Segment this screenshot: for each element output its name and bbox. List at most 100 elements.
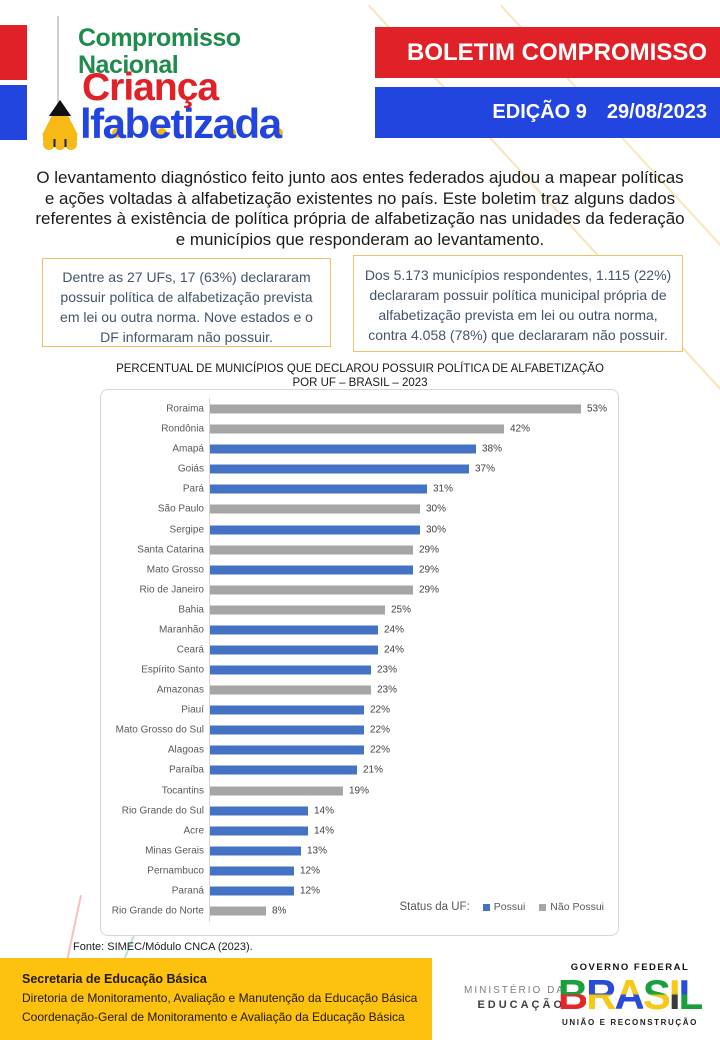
category-label: Rondônia: [161, 423, 204, 435]
chart-rows: Roraima 53% Rondônia 42% Amapá 38% Goiás 37% Par…: [101, 399, 618, 921]
chart-row: Espírito Santo 23%: [101, 660, 618, 680]
chart-row: Rio de Janeiro 29%: [101, 580, 618, 600]
bulletin-title: BOLETIM COMPROMISSO: [407, 38, 707, 66]
value-label: 29%: [419, 584, 440, 596]
category-label: Santa Catarina: [137, 544, 204, 556]
category-label: Amazonas: [156, 684, 204, 696]
legend-label: Não Possui: [550, 901, 604, 913]
ministry-line1: MINISTÉRIO DA: [463, 985, 565, 996]
category-label: Alagoas: [167, 744, 204, 756]
category-label: Roraima: [166, 403, 204, 415]
category-label: Piauí: [181, 704, 204, 716]
bar: [210, 906, 266, 916]
category-label: Espírito Santo: [141, 664, 204, 676]
legend-title: Status da UF:: [399, 901, 470, 913]
chart-row: Mato Grosso 29%: [101, 560, 618, 580]
bulletin-title-banner: BOLETIM COMPROMISSO: [375, 27, 720, 78]
uf-highlight-box: Dentre as 27 UFs, 17 (63%) declararam po…: [42, 258, 331, 347]
legend-swatch: [539, 903, 547, 911]
bar-chart: Roraima 53% Rondônia 42% Amapá 38% Goiás 37% Par…: [100, 389, 619, 936]
bar: [210, 484, 427, 494]
bar: [210, 786, 343, 796]
value-label: 22%: [370, 704, 391, 716]
category-label: Sergipe: [169, 524, 204, 535]
secretariat-footer-box: Secretaria de Educação Básica Diretoria …: [0, 958, 432, 1040]
logo-text-nacional: Nacional: [78, 51, 179, 79]
edition-label: EDIÇÃO 9: [492, 101, 587, 123]
left-edge-blue-bar: [0, 85, 27, 140]
value-label: 23%: [377, 684, 398, 696]
category-label: Mato Grosso do Sul: [115, 724, 204, 736]
category-label: Paraíba: [168, 764, 204, 776]
intro-line: e municípios que responderam ao levantam…: [175, 229, 545, 249]
chart-row: Mato Grosso do Sul 22%: [101, 720, 618, 740]
chart-row: Pernambuco 12%: [101, 861, 618, 881]
intro-line: referentes à existência de política próp…: [35, 209, 685, 228]
box-line: contra 4.058 (78%) que declararam não po…: [368, 327, 668, 343]
pencil-icon: [42, 100, 78, 150]
edition-date: 29/08/2023: [606, 101, 707, 123]
category-label: Pernambuco: [147, 865, 204, 877]
bar: [210, 645, 378, 655]
bar: [210, 826, 308, 836]
bar: [210, 585, 413, 595]
value-label: 22%: [370, 724, 391, 736]
ministry-wordmark: MINISTÉRIO DA EDUCAÇÃO: [445, 985, 565, 1011]
directorate-name: Diretoria de Monitoramento, Avaliação e …: [22, 991, 418, 1005]
brand-letter: I: [668, 971, 681, 1018]
category-label: Pará: [182, 483, 204, 495]
bar: [210, 404, 581, 414]
value-label: 19%: [349, 785, 370, 797]
category-label: Tocantins: [161, 785, 204, 797]
category-label: Rio de Janeiro: [139, 584, 204, 596]
brand-letter: R: [586, 971, 616, 1018]
bar: [210, 504, 420, 514]
bar: [210, 464, 469, 474]
brand-letter: A: [614, 971, 645, 1018]
chart-row: Rondônia 42%: [101, 419, 618, 439]
bar: [210, 846, 301, 856]
coordination-name: Coordenação-Geral de Monitoramento e Ava…: [22, 1010, 405, 1024]
value-label: 14%: [314, 825, 335, 837]
value-label: 31%: [433, 483, 454, 495]
intro-line: e ações voltadas à alfabetização existen…: [44, 188, 676, 208]
governo-federal-label: GOVERNO FEDERAL: [570, 962, 690, 973]
bar: [210, 545, 413, 555]
bar: [210, 685, 371, 695]
box-line: declararam possuir política municipal pr…: [369, 287, 667, 303]
logo-yellow-dot: [226, 128, 236, 138]
category-label: Amapá: [172, 443, 204, 455]
value-label: 29%: [419, 544, 440, 556]
category-label: Rio Grande do Sul: [121, 805, 204, 817]
brand-letter: S: [642, 971, 671, 1018]
chart-row: Paraíba 21%: [101, 760, 618, 780]
category-label: Goiás: [177, 463, 204, 475]
value-label: 30%: [426, 524, 447, 535]
ministry-line2: EDUCAÇÃO: [477, 999, 565, 1011]
legend-swatch: [482, 903, 490, 911]
bar: [210, 625, 378, 635]
box-line: possuir política de alfabetização previs…: [60, 289, 313, 305]
municipios-highlight-box: Dos 5.173 municípios respondentes, 1.115…: [353, 255, 683, 352]
chart-title-line1: PERCENTUAL DE MUNICÍPIOS QUE DECLAROU PO…: [116, 363, 604, 375]
bar: [210, 665, 371, 675]
left-edge-red-bar: [0, 25, 27, 80]
legend-items: Possui Não Possui: [482, 901, 604, 913]
category-label: Paraná: [171, 885, 204, 897]
box-line: DF informaram não possuir.: [100, 329, 273, 345]
chart-title: PERCENTUAL DE MUNICÍPIOS QUE DECLAROU PO…: [80, 363, 640, 390]
bar: [210, 444, 476, 454]
bar: [210, 806, 308, 816]
category-label: Rio Grande do Norte: [111, 905, 204, 917]
chart-axis-line: [209, 398, 210, 922]
logo-yellow-dot: [157, 128, 167, 138]
box-line: Dos 5.173 municípios respondentes, 1.115…: [364, 267, 672, 283]
bar: [210, 525, 420, 534]
box-line: Dentre as 27 UFs, 17 (63%) declararam: [62, 269, 311, 285]
value-label: 14%: [314, 805, 335, 817]
value-label: 24%: [384, 644, 405, 656]
intro-line: O levantamento diagnóstico feito junto a…: [36, 168, 684, 187]
chart-row: Alagoas 22%: [101, 740, 618, 760]
governo-federal-logo: GOVERNO FEDERAL BRASIL UNIÃO E RECONSTRU…: [553, 962, 707, 1027]
bar: [210, 705, 364, 715]
